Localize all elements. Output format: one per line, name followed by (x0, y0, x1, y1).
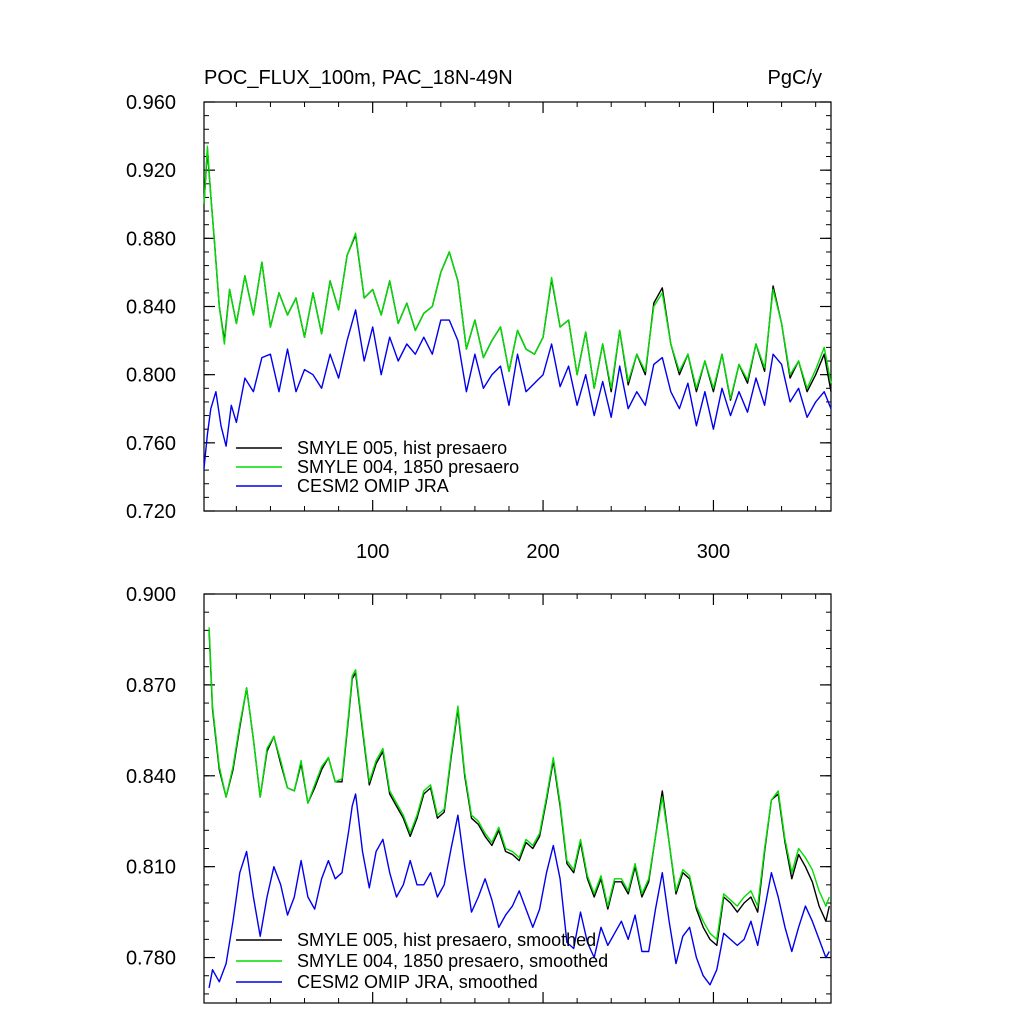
y-tick-label: 0.900 (126, 584, 176, 606)
y-tick-label: 0.840 (126, 297, 176, 319)
x-tick-label: 200 (526, 541, 559, 563)
top-panel: 0.720 0.760 0.800 0.840 0.880 0.920 0.960 100 20… (126, 92, 832, 563)
x-tick-label: 300 (697, 541, 730, 563)
y-tick-label: 0.760 (126, 433, 176, 455)
legend-label: CESM2 OMIP JRA, smoothed (297, 972, 538, 992)
legend-label: SMYLE 005, hist presaero, smoothed (297, 930, 596, 950)
y-tick-label: 0.920 (126, 160, 176, 182)
x-tick-label: 100 (356, 541, 389, 563)
series-line-2 (208, 793, 830, 989)
y-tick-label: 0.880 (126, 228, 176, 250)
y-tick-label: 0.720 (126, 501, 176, 523)
legend-label: CESM2 OMIP JRA (297, 476, 449, 496)
series-line-2 (203, 309, 832, 469)
y-tick-label: 0.960 (126, 92, 176, 114)
y-tick-label: 0.840 (126, 766, 176, 788)
y-tick-label: 0.800 (126, 365, 176, 387)
bottom-panel: 0.780 0.810 0.840 0.870 0.900 SMYLE 005, hist… (126, 584, 832, 1004)
y-tick-label: 0.780 (126, 948, 176, 970)
legend-label: SMYLE 005, hist presaero (297, 438, 507, 458)
units-label: PgC/y (768, 67, 822, 89)
y-tick-label: 0.810 (126, 857, 176, 879)
legend-label: SMYLE 004, 1850 presaero (297, 457, 519, 477)
chart-title: POC_FLUX_100m, PAC_18N-49N (204, 67, 513, 89)
series-line-1 (203, 145, 832, 400)
legend-label: SMYLE 004, 1850 presaero, smoothed (297, 951, 608, 971)
plot-frame (203, 593, 832, 1004)
series-line-1 (208, 627, 830, 941)
y-tick-label: 0.870 (126, 675, 176, 697)
